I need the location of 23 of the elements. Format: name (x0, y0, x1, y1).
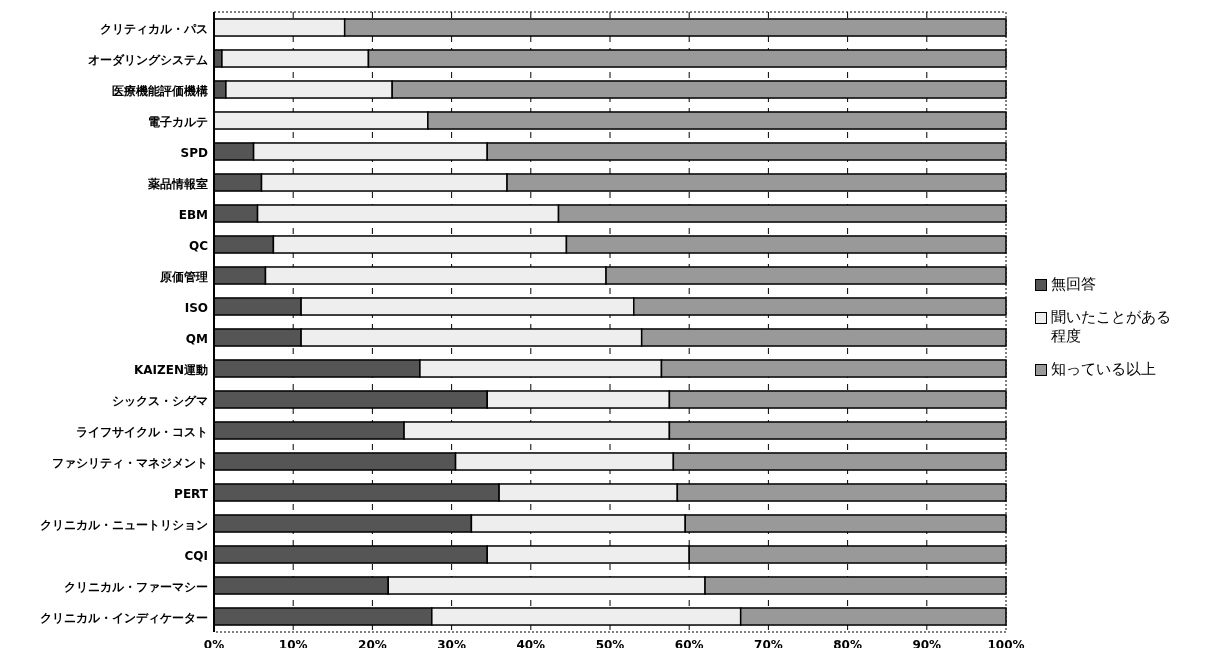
y-tick-label: 原価管理 (159, 269, 208, 284)
y-tick-label: クリティカル・パス (100, 21, 208, 36)
y-tick-label: KAIZEN運動 (134, 362, 208, 377)
y-tick-label: PERT (174, 486, 209, 501)
y-tick-label: シックス・シグマ (112, 393, 208, 408)
y-tick-label: 薬品情報室 (147, 176, 208, 191)
y-tick-label: QM (185, 331, 208, 346)
y-tick-label: クリニカル・ニュートリション (40, 517, 208, 532)
y-tick-label: SPD (180, 145, 209, 160)
legend-label: 聞いたことがある程度 (1051, 308, 1172, 346)
y-tick-label: クリニカル・ファーマシー (64, 579, 208, 594)
y-tick-label: EBM (178, 207, 208, 222)
legend-label: 無回答 (1051, 275, 1096, 294)
y-tick-label: 電子カルテ (148, 114, 208, 129)
y-tick-label: ISO (184, 300, 208, 315)
legend-label: 知っている以上 (1051, 360, 1156, 379)
y-tick-label: QC (188, 238, 209, 253)
y-tick-label: ファシリティ・マネジメント (52, 455, 208, 470)
y-tick-label: CQI (184, 548, 208, 563)
y-tick-label: クリニカル・インディケーター (40, 610, 208, 625)
y-tick-label: オーダリングシステム (88, 52, 208, 67)
y-tick-label: ライフサイクル・コスト (76, 424, 208, 439)
y-tick-label: 医療機能評価機構 (112, 83, 208, 98)
